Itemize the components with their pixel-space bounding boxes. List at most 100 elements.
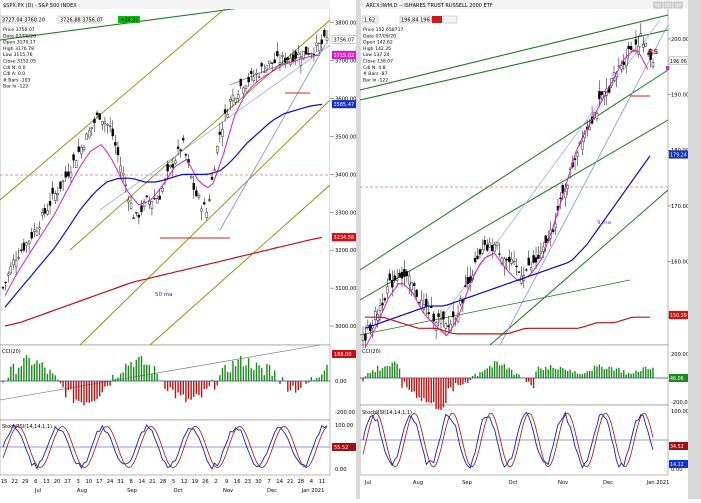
- right-candle-body: [554, 223, 557, 228]
- left-candle-body: [161, 187, 164, 192]
- right-candle-body: [395, 278, 399, 281]
- left-info-line: # Bars -103: [3, 77, 31, 83]
- left-candle-body: [323, 30, 326, 37]
- right-info-line: Bar Ix -122: [363, 77, 388, 83]
- minimize-button[interactable]: [653, 1, 663, 9]
- right-info-line: High 142.35: [363, 46, 391, 52]
- left-info-line: Cdl N: 0.0: [3, 65, 26, 71]
- left-candle-body: [111, 128, 114, 137]
- right-candle-body: [634, 39, 638, 45]
- left-candle-body: [72, 154, 75, 161]
- left-date-tick: 15: [1, 479, 8, 485]
- left-trendline: [0, 0, 236, 201]
- left-date-tick: 13: [43, 479, 50, 485]
- left-candle-body: [64, 171, 67, 178]
- right-candle-body: [561, 185, 565, 194]
- left-cci-badge: [332, 350, 358, 358]
- right-info-line: Price 152.658717: [363, 27, 404, 33]
- right-magenta-marker: [666, 66, 669, 70]
- left-info-line: Date 07/09/20: [3, 33, 36, 39]
- left-month-label: Aug: [77, 488, 87, 494]
- left-candle-body: [283, 57, 287, 63]
- left-candle-body: [90, 127, 94, 130]
- left-candle-body: [229, 99, 232, 102]
- right-rs-label: RS: [648, 48, 658, 56]
- left-candle-body: [297, 52, 300, 55]
- right-candle-body: [508, 256, 511, 262]
- left-candle-body: [307, 53, 310, 55]
- left-candle-body: [93, 119, 96, 124]
- right-info-line: Cdl N: 4.8: [363, 65, 386, 71]
- left-month-label: Jan 2021: [301, 488, 325, 494]
- left-candle-body: [106, 123, 109, 126]
- left-candle-body: [286, 57, 290, 60]
- left-info-line: High 3176.78: [3, 46, 34, 52]
- left-candle-body: [244, 85, 248, 89]
- right-scrollbar[interactable]: [688, 0, 701, 499]
- left-candle-body: [74, 160, 78, 169]
- left-candle-body: [127, 199, 130, 203]
- left-price-tick: 3300.00: [335, 210, 356, 216]
- left-candle-body: [231, 94, 235, 101]
- right-candle-body: [512, 261, 516, 263]
- right-trendline: [359, 14, 669, 91]
- left-stoch-badge-text: 55.52: [334, 445, 348, 451]
- left-candle-body: [200, 208, 203, 212]
- left-candle-body: [114, 142, 117, 146]
- right-price-pane: [359, 0, 669, 346]
- left-candle-body: [61, 180, 65, 182]
- right-candle-body: [505, 259, 508, 261]
- left-candle-body: [9, 266, 13, 274]
- left-date-tick: 3: [77, 479, 80, 485]
- right-stoch-tick: 0.00: [671, 467, 683, 473]
- right-month-label: Dec: [603, 480, 613, 486]
- left-info-line: Price 3756.07: [3, 27, 35, 33]
- left-candle-body: [56, 193, 60, 196]
- right-candle-body: [373, 311, 377, 320]
- left-trendline: [0, 344, 321, 401]
- right-candle-body: [544, 235, 547, 244]
- right-candle-body: [510, 258, 513, 264]
- left-candle-body: [22, 242, 26, 251]
- left-date-tick: 8: [130, 479, 133, 485]
- left-date-tick: 11: [319, 479, 326, 485]
- close-button[interactable]: [673, 1, 683, 9]
- left-month-label: Jul: [34, 488, 41, 494]
- left-candle-body: [174, 160, 177, 164]
- left-candle-body: [236, 94, 240, 99]
- right-stoch-badge-a-text: 34.52: [670, 444, 684, 450]
- left-candle-body: [192, 182, 195, 190]
- left-candle-body: [213, 169, 216, 171]
- left-candle-body: [325, 37, 329, 41]
- left-candle-body: [252, 76, 256, 81]
- left-price-badge-text: 3585.47: [334, 102, 355, 108]
- left-candle-body: [103, 121, 107, 124]
- right-candle-body: [642, 44, 645, 48]
- left-candle-body: [257, 76, 261, 78]
- left-stoch-pane: [0, 419, 331, 476]
- left-date-tick: 19: [191, 479, 198, 485]
- right-info-line: # Bars -87: [363, 71, 388, 77]
- left-candle-body: [101, 121, 104, 125]
- right-candle-body: [476, 255, 479, 259]
- right-candle-body: [486, 244, 489, 251]
- right-candle-body: [378, 305, 382, 311]
- right-candle-body: [525, 269, 528, 271]
- left-candle-body: [35, 230, 39, 236]
- left-candle-body: [46, 210, 49, 215]
- right-candle-body: [622, 61, 625, 65]
- left-candle-body: [221, 129, 224, 137]
- maximize-button[interactable]: [663, 1, 673, 9]
- left-candle-body: [242, 87, 245, 94]
- right-candle-body: [383, 298, 387, 301]
- right-stoch-tick: 100.00: [671, 409, 689, 415]
- left-candle-body: [17, 257, 20, 259]
- left-axis-strip: [330, 0, 358, 460]
- left-candles: [1, 28, 329, 291]
- left-candle-body: [278, 62, 282, 65]
- left-candle-body: [276, 51, 279, 57]
- left-candle-body: [119, 165, 122, 173]
- left-candle-body: [281, 55, 284, 57]
- right-candle-body: [624, 57, 628, 67]
